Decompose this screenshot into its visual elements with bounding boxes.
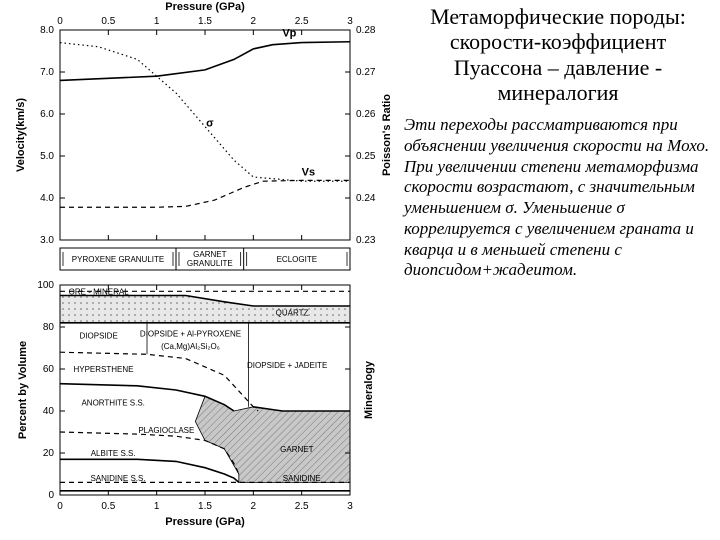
svg-text:80: 80 <box>43 322 55 333</box>
svg-text:0.28: 0.28 <box>356 25 376 36</box>
text-column: Метаморфические породы:скорости-коэффици… <box>400 0 720 540</box>
svg-text:Velocity(km/s): Velocity(km/s) <box>15 98 27 172</box>
svg-text:5.0: 5.0 <box>40 151 54 162</box>
svg-text:0.23: 0.23 <box>356 235 376 246</box>
svg-text:0: 0 <box>57 16 63 27</box>
svg-text:0.25: 0.25 <box>356 151 376 162</box>
svg-text:100: 100 <box>37 280 54 291</box>
svg-text:ANORTHITE S.S.: ANORTHITE S.S. <box>81 399 144 408</box>
figure-column: 0 0.5 1 1.5 2 2.5 3 Pressure (GPa) 3.0 4.0 5.0 6.0 7… <box>0 0 400 540</box>
svg-text:2.5: 2.5 <box>295 501 309 512</box>
svg-text:7.0: 7.0 <box>40 67 54 78</box>
svg-text:GRANULITE: GRANULITE <box>187 259 233 268</box>
svg-text:PYROXENE GRANULITE: PYROXENE GRANULITE <box>72 255 164 264</box>
svg-text:QUARTZ: QUARTZ <box>276 308 309 317</box>
svg-text:(Ca,Mg)Al₂Si₂O₆: (Ca,Mg)Al₂Si₂O₆ <box>161 342 220 351</box>
svg-text:GARNET: GARNET <box>193 250 226 259</box>
svg-text:0.24: 0.24 <box>356 193 376 204</box>
svg-text:HYPERSTHENE: HYPERSTHENE <box>73 365 133 374</box>
svg-text:40: 40 <box>43 406 55 417</box>
page: 0 0.5 1 1.5 2 2.5 3 Pressure (GPa) 3.0 4.0 5.0 6.0 7… <box>0 0 720 540</box>
svg-text:3: 3 <box>347 501 353 512</box>
svg-text:6.0: 6.0 <box>40 109 54 120</box>
svg-text:Pressure (GPa): Pressure (GPa) <box>165 516 245 528</box>
page-title: Метаморфические породы:скорости-коэффици… <box>404 4 712 105</box>
svg-text:8.0: 8.0 <box>40 25 54 36</box>
svg-text:SANIDINE S.S.: SANIDINE S.S. <box>90 474 145 483</box>
svg-text:DIOPSIDE: DIOPSIDE <box>80 331 118 340</box>
svg-text:ECLOGITE: ECLOGITE <box>277 255 317 264</box>
svg-text:PLAGIOCLASE: PLAGIOCLASE <box>138 426 194 435</box>
svg-text:2: 2 <box>251 16 257 27</box>
svg-text:2.5: 2.5 <box>295 16 309 27</box>
svg-text:1.5: 1.5 <box>198 16 212 27</box>
svg-text:DIOPSIDE + JADEITE: DIOPSIDE + JADEITE <box>247 361 327 370</box>
svg-text:0.5: 0.5 <box>101 16 115 27</box>
svg-text:0.27: 0.27 <box>356 67 376 78</box>
svg-text:3: 3 <box>347 16 353 27</box>
chart-svg: 0 0.5 1 1.5 2 2.5 3 Pressure (GPa) 3.0 4.0 5.0 6.0 7… <box>0 0 400 540</box>
svg-text:0: 0 <box>48 490 54 501</box>
svg-text:20: 20 <box>43 448 55 459</box>
svg-text:Mineralogy: Mineralogy <box>363 360 375 419</box>
body-paragraph: Эти переходы рассматриваются при объясне… <box>404 115 712 281</box>
svg-text:SANIDINE: SANIDINE <box>283 474 321 483</box>
svg-text:1.5: 1.5 <box>198 501 212 512</box>
svg-text:1: 1 <box>154 16 160 27</box>
svg-text:4.0: 4.0 <box>40 193 54 204</box>
svg-text:0: 0 <box>57 501 63 512</box>
svg-text:1: 1 <box>154 501 160 512</box>
svg-text:2: 2 <box>251 501 257 512</box>
svg-text:ORE - MINERAL: ORE - MINERAL <box>69 287 130 296</box>
svg-text:Vs: Vs <box>302 166 315 178</box>
svg-text:Vp: Vp <box>282 28 296 40</box>
svg-text:GARNET: GARNET <box>280 445 313 454</box>
svg-text:3.0: 3.0 <box>40 235 54 246</box>
svg-text:ALBITE S.S.: ALBITE S.S. <box>91 449 136 458</box>
svg-text:Poisson's Ratio: Poisson's Ratio <box>381 94 393 176</box>
svg-text:60: 60 <box>43 364 55 375</box>
svg-text:Percent by Volume: Percent by Volume <box>17 341 29 439</box>
svg-text:DIOPSIDE + Al-PYROXENE: DIOPSIDE + Al-PYROXENE <box>140 329 241 338</box>
svg-text:0.26: 0.26 <box>356 109 376 120</box>
svg-text:0.5: 0.5 <box>101 501 115 512</box>
svg-text:Pressure (GPa): Pressure (GPa) <box>165 1 245 13</box>
svg-text:σ: σ <box>206 117 214 129</box>
